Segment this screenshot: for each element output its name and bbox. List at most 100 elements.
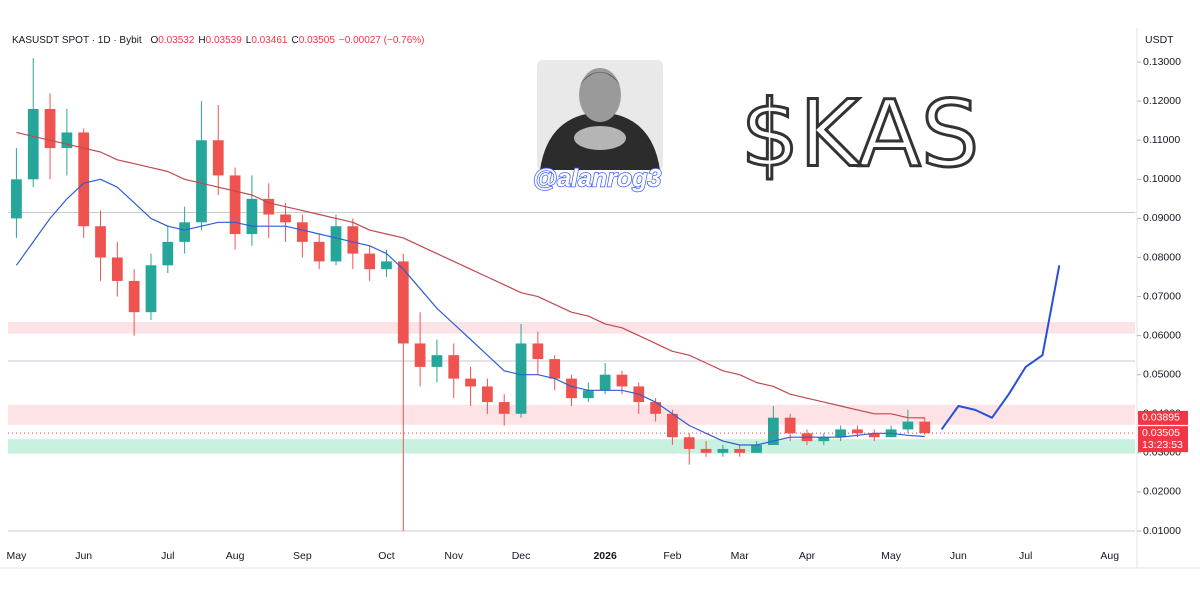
candle-body: [515, 343, 527, 414]
candle-body: [868, 433, 880, 438]
y-tick-label: 0.06000: [1143, 329, 1181, 341]
x-tick-label: Jun: [950, 550, 967, 562]
price-label-box: [1138, 410, 1188, 425]
ohlc-value: 0.03461: [251, 35, 288, 46]
ohlc-value: 0.03532: [158, 35, 195, 46]
photo-hair: [580, 72, 620, 85]
candle-body: [683, 437, 695, 449]
x-tick-label: Oct: [378, 550, 394, 562]
candle-body: [852, 429, 863, 434]
axis-unit: USDT: [1145, 34, 1174, 46]
ohlc-key: O: [150, 35, 158, 46]
change: −0.00027 (−0.76%): [339, 35, 425, 46]
x-tick-label: Jul: [161, 550, 174, 562]
y-tick-label: 0.10000: [1143, 173, 1181, 185]
y-tick-label: 0.13000: [1143, 56, 1181, 68]
x-tick-label: Apr: [799, 550, 816, 562]
candle-body: [465, 378, 476, 387]
photo-hands: [574, 126, 626, 150]
x-tick-label: Jun: [75, 550, 92, 562]
x-tick-label: May: [6, 550, 27, 562]
ohlc-value: 0.03505: [299, 35, 336, 46]
candle-body: [11, 179, 22, 219]
candle-body: [751, 445, 762, 453]
x-tick-label: Aug: [1100, 550, 1119, 562]
candle-body: [431, 355, 443, 367]
y-tick-label: 0.02000: [1143, 486, 1181, 498]
candle-body: [717, 448, 729, 453]
candle-body: [650, 402, 661, 414]
price-label: 0.03505: [1142, 427, 1180, 439]
handle: @alanrog3: [533, 165, 662, 193]
candle-body: [280, 214, 291, 223]
candle-body: [734, 448, 746, 453]
ohlc-key: L: [246, 35, 252, 46]
x-tick-label: Dec: [512, 550, 531, 562]
candle-body: [599, 374, 611, 391]
line: [15, 178, 925, 446]
y-tick-label: 0.07000: [1143, 290, 1181, 302]
y-tick-label: 0.09000: [1143, 212, 1181, 224]
candle-body: [263, 198, 275, 215]
candle-body: [111, 257, 123, 281]
candle-body: [44, 109, 56, 149]
ohlc-key: C: [292, 35, 299, 46]
candle-body: [566, 378, 577, 399]
candle-body: [784, 417, 796, 434]
candle-body: [919, 421, 931, 434]
candle-body: [78, 132, 90, 227]
candle-body: [128, 280, 140, 313]
candle-body: [246, 198, 258, 235]
x-tick-label: 2026: [593, 550, 617, 562]
y-tick-label: 0.05000: [1143, 368, 1181, 380]
x-tick-label: Mar: [731, 550, 750, 562]
symbol: KASUSDT SPOT · 1D · Bybit: [12, 35, 142, 46]
header-text: KASUSDT SPOT · 1D · Bybit O0.03532 H0.035…: [12, 35, 425, 46]
countdown: 13:23:53: [1142, 439, 1183, 451]
x-tick-label: Aug: [226, 550, 245, 562]
price-label-box: [1138, 426, 1188, 453]
candle-body: [61, 132, 73, 149]
line: [16, 131, 925, 419]
zone: [8, 321, 1135, 334]
x-tick-label: Sep: [293, 550, 312, 562]
candle-body: [347, 226, 359, 254]
candle-body: [212, 140, 224, 176]
y-tick-label: 0.11000: [1143, 134, 1180, 146]
y-tick-label: 0.01000: [1143, 525, 1181, 537]
candle-body: [818, 437, 830, 442]
candle-body: [532, 343, 544, 360]
candle-body: [196, 140, 207, 223]
header: KASUSDT SPOT · 1D · Bybit O0.03532 H0.035…: [12, 35, 425, 46]
candle-body: [700, 448, 712, 453]
candle-body: [767, 417, 779, 446]
candle-body: [616, 374, 628, 387]
candle-body: [229, 175, 241, 235]
candle-body: [296, 222, 308, 242]
zone: [8, 439, 1135, 454]
candle-body: [162, 241, 174, 266]
ohlc-key: H: [198, 35, 205, 46]
avatar-photo: [537, 60, 663, 170]
x-tick-label: Nov: [444, 550, 463, 562]
candle-body: [381, 261, 392, 270]
ticker-annotation: $KAS: [741, 80, 980, 187]
projection-line: [940, 265, 1061, 430]
candle-body: [549, 359, 561, 379]
candle-body: [448, 355, 460, 379]
candle-body: [582, 390, 594, 399]
candle-body: [397, 261, 409, 344]
x-tick-label: May: [881, 550, 902, 562]
candle-body: [95, 226, 106, 258]
candle-body: [364, 253, 376, 270]
candle-body: [498, 402, 510, 414]
candle-body: [179, 222, 191, 242]
candle-body: [145, 265, 157, 313]
ohlc-value: 0.03539: [206, 35, 243, 46]
candle-body: [667, 413, 678, 438]
candle-body: [330, 226, 342, 262]
zone: [8, 404, 1135, 425]
candle-body: [902, 421, 914, 430]
candle-body: [313, 241, 325, 262]
